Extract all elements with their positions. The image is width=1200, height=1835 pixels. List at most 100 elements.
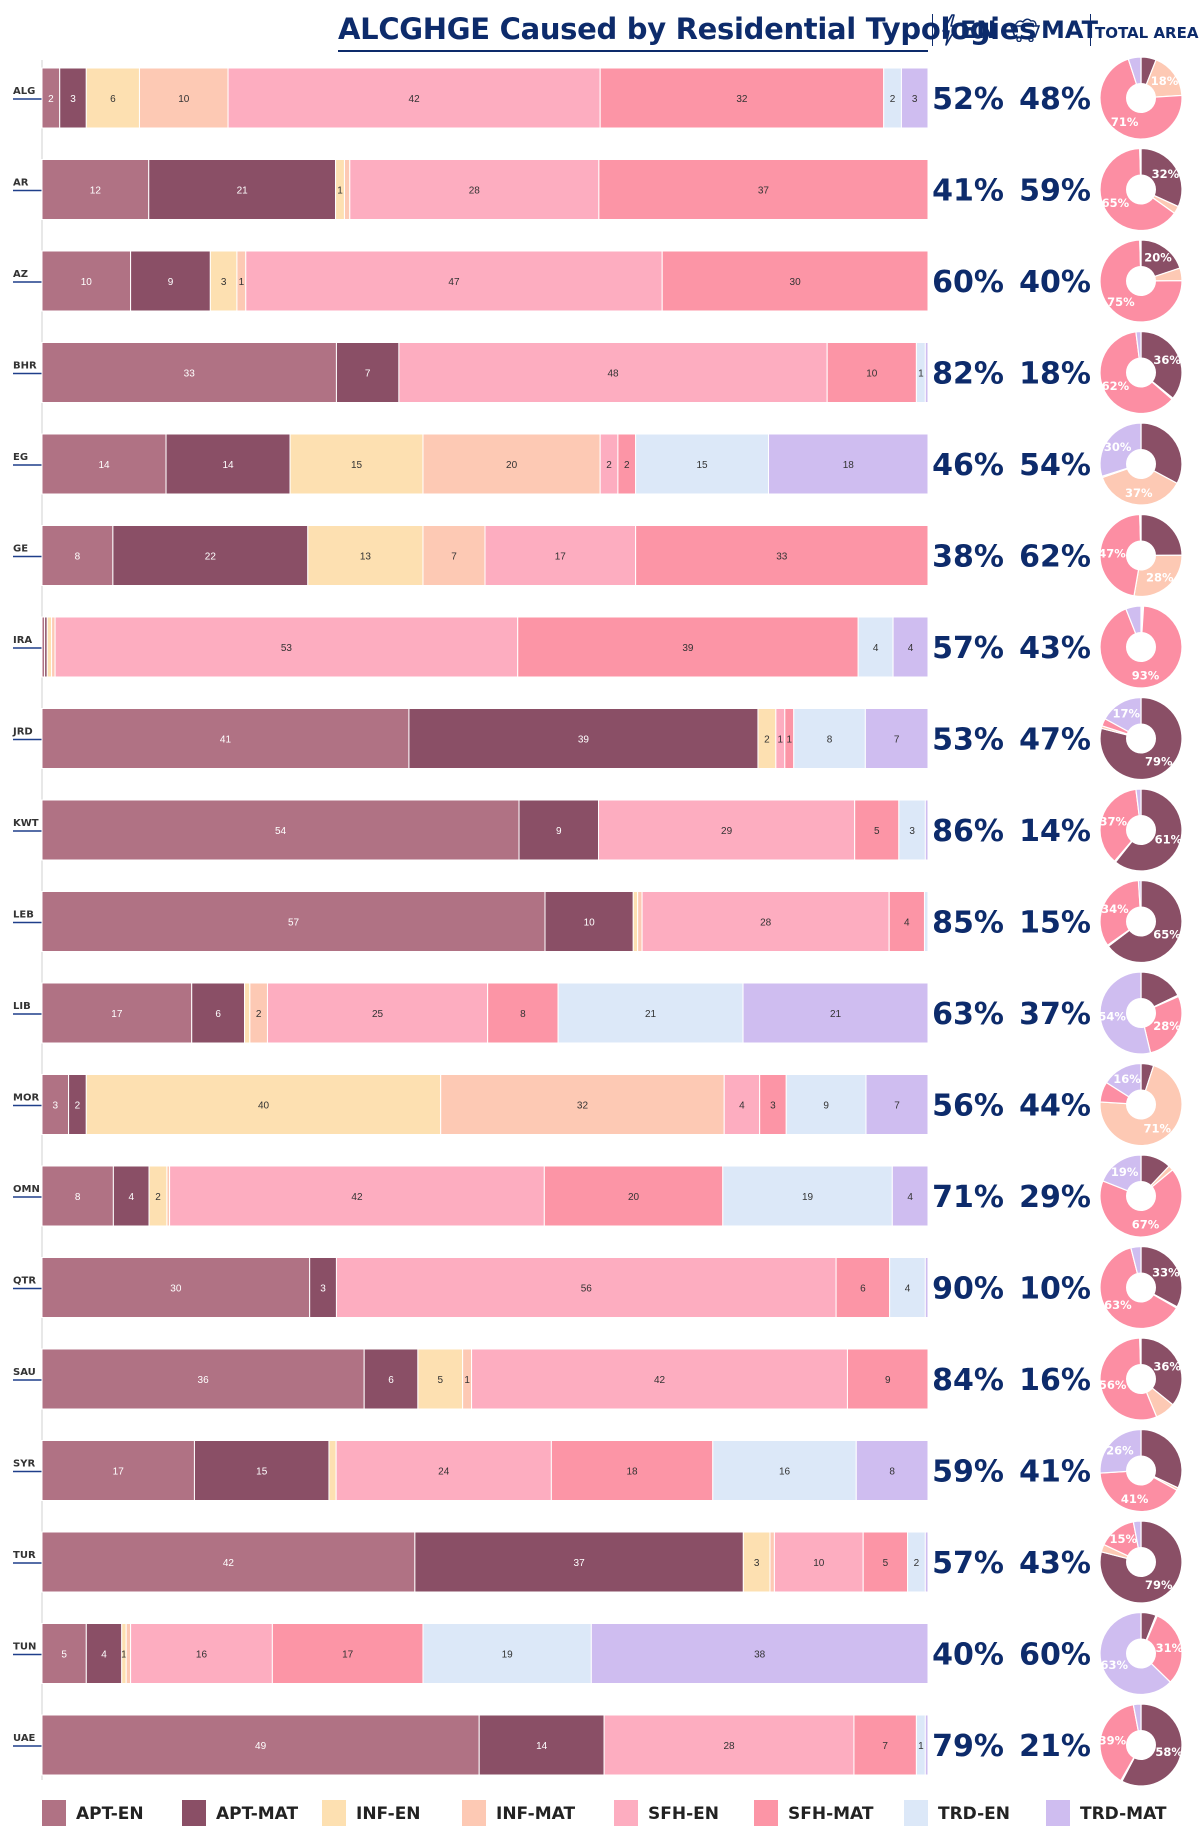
bar-segment-trd-mat [892, 616, 929, 678]
data-label: 1 [464, 1375, 470, 1386]
mat-percent: 40% [1019, 265, 1091, 300]
legend-swatch [614, 1800, 638, 1826]
pie-label: 67% [1132, 1218, 1160, 1232]
data-label: 14 [536, 1741, 548, 1752]
bar-segment-trd-mat [865, 1074, 929, 1135]
bar-segment-trd-mat [924, 1531, 929, 1593]
data-label: 4 [908, 643, 914, 654]
data-label: 3 [754, 1558, 760, 1569]
bar-segment-sfh-en [335, 1257, 837, 1318]
data-label: 33 [776, 552, 788, 563]
pie-slice-sfh [1099, 1469, 1178, 1513]
en-percent: 59% [932, 1455, 1004, 1490]
data-label: 6 [860, 1284, 866, 1295]
data-label: 32 [736, 94, 748, 105]
mat-percent: 60% [1019, 1638, 1091, 1673]
data-label: 24 [438, 1467, 450, 1478]
data-label: 42 [223, 1558, 235, 1569]
data-label: 7 [882, 1741, 888, 1752]
bar-segment-apt-en [41, 708, 410, 769]
data-label: 1 [787, 735, 793, 746]
data-label: 20 [506, 460, 518, 471]
bar-segment-sfh-en [773, 1531, 864, 1593]
legend-label: INF-EN [356, 1804, 421, 1824]
mat-percent: 18% [1019, 357, 1091, 392]
data-label: 3 [912, 94, 918, 105]
data-label: 21 [830, 1009, 842, 1020]
data-label: 8 [827, 735, 833, 746]
bar-segment-apt-en [41, 1165, 114, 1227]
mat-percent: 59% [1019, 174, 1091, 209]
data-label: 3 [221, 277, 227, 288]
mat-percent: 29% [1019, 1180, 1091, 1215]
legend-label: TRD-MAT [1080, 1804, 1167, 1824]
category-label: OMN [13, 1184, 40, 1195]
bar-segment-sfh-en [54, 616, 519, 678]
header-divider [1090, 14, 1091, 46]
bar-segment-sfh-en [169, 1165, 545, 1227]
data-label: 8 [889, 1467, 895, 1478]
bar-segment-sfh-en [723, 1074, 761, 1135]
legend-swatch [42, 1800, 66, 1826]
pie-label: 37% [1099, 815, 1127, 829]
pie-label: 93% [1132, 669, 1160, 683]
data-label: 7 [894, 735, 900, 746]
bar-segment-inf-en [289, 433, 424, 495]
en-percent: 82% [932, 357, 1004, 392]
data-label: 28 [723, 1741, 735, 1752]
pie-slice-apt [1140, 330, 1183, 400]
legend-swatch [462, 1800, 486, 1826]
en-percent: 90% [932, 1272, 1004, 1307]
en-percent: 53% [932, 723, 1004, 758]
data-label: 10 [866, 369, 878, 380]
mat-percent: 48% [1019, 82, 1091, 117]
en-percent: 63% [932, 997, 1004, 1032]
data-label: 4 [739, 1101, 745, 1112]
bar-segment-trd-mat [742, 982, 929, 1044]
bar-segment-sfh-mat [550, 1440, 714, 1501]
bar-segment-inf-en [742, 1531, 771, 1593]
data-label: 4 [128, 1192, 134, 1203]
category-label: LIB [13, 1001, 31, 1012]
bar-segment-inf-en [244, 982, 251, 1044]
bar-segment-trd-mat [924, 342, 929, 403]
legend-swatch [754, 1800, 778, 1826]
bar-segment-trd-en [898, 799, 926, 861]
en-percent: 46% [932, 448, 1004, 483]
data-label: 15 [697, 460, 709, 471]
bar-segment-trd-en [722, 1165, 893, 1227]
data-label: 39 [682, 643, 694, 654]
data-label: 18 [843, 460, 855, 471]
bar-segment-inf-en [307, 525, 424, 586]
bar-segment-apt-mat [363, 1348, 419, 1410]
data-label: 28 [760, 918, 772, 929]
data-label: 54 [275, 826, 287, 837]
pie-label: 79% [1145, 754, 1173, 768]
category-label: TUN [13, 1642, 36, 1653]
data-label: 15 [256, 1467, 268, 1478]
data-label: 28 [469, 186, 481, 197]
legend-label: SFH-MAT [788, 1804, 874, 1824]
mine-cart-icon [1009, 18, 1041, 42]
data-label: 48 [607, 369, 619, 380]
bar-segment-inf-en [85, 1074, 442, 1135]
bar-segment-trd-en [557, 982, 744, 1044]
data-label: 4 [873, 643, 879, 654]
data-label: 29 [721, 826, 733, 837]
bar-segment-apt-en [41, 799, 520, 861]
data-label: 17 [111, 1009, 123, 1020]
bar-segment-apt-en [41, 1074, 70, 1135]
category-label: GE [13, 544, 28, 555]
pie-slice-trd [1099, 971, 1152, 1055]
bar-segment-trd-en [712, 1440, 857, 1501]
category-label: ALG [13, 86, 35, 97]
bar-segment-trd-mat [924, 799, 929, 861]
legend-swatch [322, 1800, 346, 1826]
bar-segment-apt-mat [85, 1623, 123, 1684]
pie-label: 17% [1112, 707, 1140, 721]
pie-label: 62% [1102, 379, 1130, 393]
data-label: 40 [258, 1101, 270, 1112]
data-label: 3 [320, 1284, 326, 1295]
mat-percent: 37% [1019, 997, 1091, 1032]
bar-segment-trd-mat [924, 1257, 929, 1318]
